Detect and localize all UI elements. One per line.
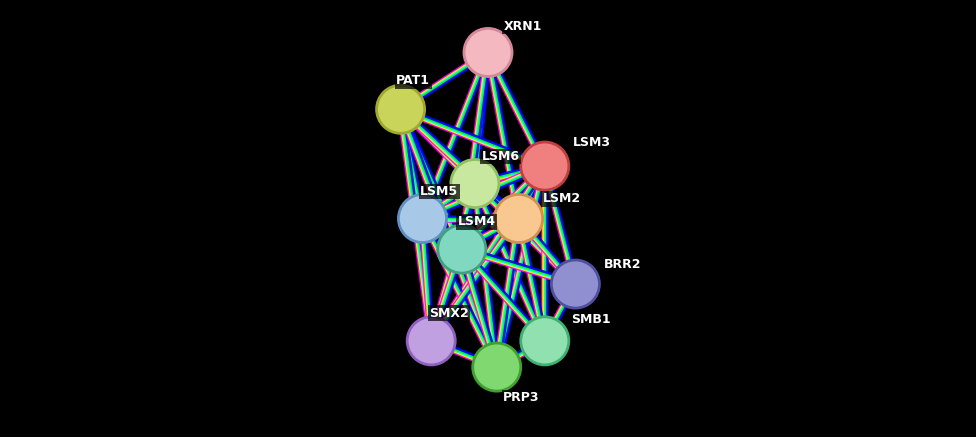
Circle shape [551,260,599,308]
Circle shape [377,85,425,133]
Text: LSM6: LSM6 [481,150,519,163]
Text: SMB1: SMB1 [571,313,611,326]
Text: LSM4: LSM4 [458,215,496,229]
Circle shape [521,317,569,365]
Text: LSM5: LSM5 [421,185,459,198]
Text: SMX2: SMX2 [429,307,468,320]
Circle shape [472,343,521,391]
Circle shape [464,28,512,76]
Circle shape [398,194,446,243]
Text: PAT1: PAT1 [396,74,430,87]
Circle shape [521,142,569,190]
Text: PRP3: PRP3 [504,391,540,404]
Circle shape [407,317,455,365]
Circle shape [438,225,486,273]
Text: BRR2: BRR2 [604,258,641,271]
Circle shape [495,194,543,243]
Text: XRN1: XRN1 [504,20,542,33]
Text: LSM3: LSM3 [573,135,611,149]
Text: LSM2: LSM2 [543,192,581,205]
Circle shape [451,160,499,208]
